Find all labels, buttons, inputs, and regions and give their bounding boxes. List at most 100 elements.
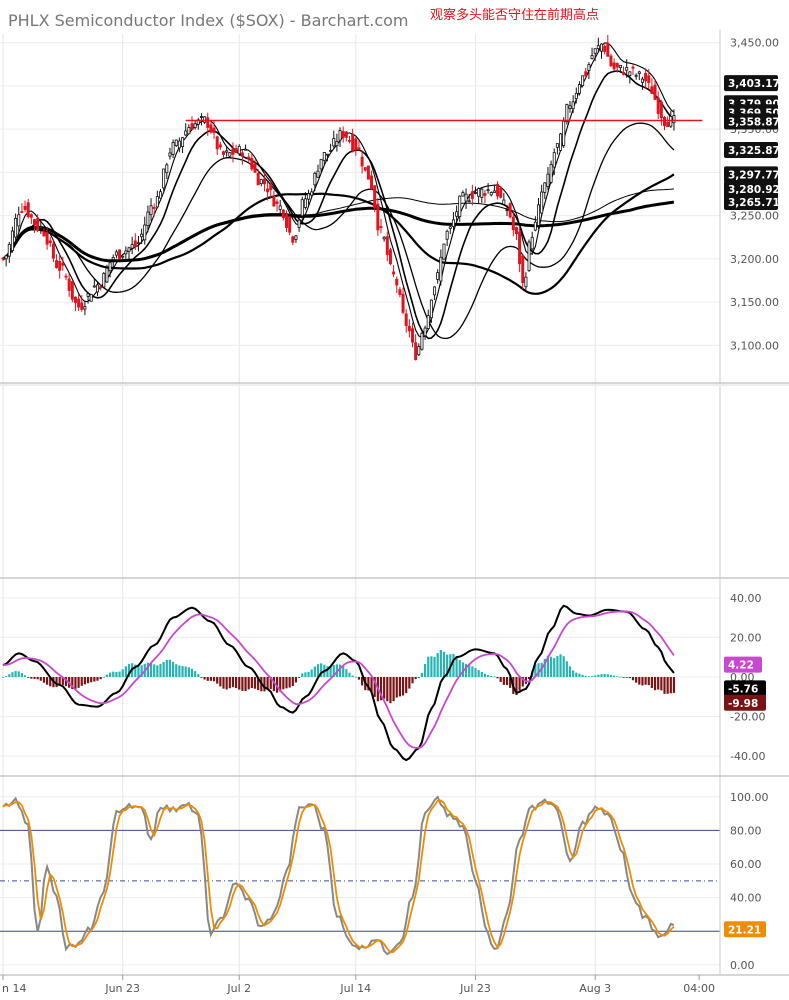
candle[interactable] [521,254,525,290]
candle[interactable] [256,169,260,186]
candle[interactable] [247,152,251,162]
candle[interactable] [370,170,374,190]
candle[interactable] [568,101,572,113]
candle[interactable] [118,249,122,260]
candle[interactable] [426,309,430,331]
candle[interactable] [171,139,175,159]
candle[interactable] [187,124,191,135]
candle[interactable] [489,191,493,197]
candle[interactable] [473,186,477,195]
candle[interactable] [600,43,604,59]
candle[interactable] [136,235,140,252]
candle[interactable] [392,265,396,278]
candle[interactable] [628,71,632,84]
candle[interactable] [105,264,109,283]
candle[interactable] [124,246,128,262]
candle[interactable] [511,210,515,237]
candle[interactable] [33,218,37,233]
candle[interactable] [294,235,298,243]
candle[interactable] [559,132,563,151]
candle[interactable] [366,165,370,180]
candle[interactable] [486,183,490,194]
candle[interactable] [634,73,638,80]
candle[interactable] [637,70,641,81]
candle[interactable] [281,209,285,221]
candle[interactable] [80,295,84,312]
candle[interactable] [303,192,307,210]
candle[interactable] [51,240,55,262]
candle[interactable] [7,241,11,263]
candle[interactable] [344,131,348,142]
candle[interactable] [606,34,610,57]
candle[interactable] [461,190,465,197]
candle[interactable] [288,215,292,236]
candle[interactable] [537,197,541,230]
candle[interactable] [524,272,528,290]
candle[interactable] [382,236,386,242]
candle[interactable] [666,116,670,128]
candle[interactable] [609,53,613,68]
candle[interactable] [341,126,345,143]
candle[interactable] [250,153,254,171]
candle[interactable] [190,116,194,130]
candle[interactable] [477,187,481,204]
candle[interactable] [39,220,43,234]
candle[interactable] [262,170,266,192]
candle[interactable] [332,130,336,148]
candle[interactable] [237,144,241,156]
candle[interactable] [492,185,496,194]
candle[interactable] [442,243,446,261]
candle[interactable] [376,197,380,236]
candle[interactable] [631,63,635,76]
candle[interactable] [55,254,59,269]
candle[interactable] [89,293,93,302]
candle[interactable] [209,122,213,134]
candle[interactable] [20,203,24,214]
candle[interactable] [555,143,559,155]
candle[interactable] [644,68,648,89]
price-panel[interactable]: 3,450.003,400.003,350.003,300.003,250.00… [0,34,780,361]
candle[interactable] [127,246,131,259]
candle[interactable] [514,226,518,241]
candle[interactable] [130,236,134,255]
candle[interactable] [310,188,314,198]
candle[interactable] [45,226,49,250]
candle[interactable] [543,182,547,200]
candle[interactable] [584,67,588,78]
candle[interactable] [259,178,263,187]
candle[interactable] [618,65,622,73]
candle[interactable] [300,196,304,223]
candle[interactable] [10,226,14,253]
candle[interactable] [659,99,663,126]
candle[interactable] [174,139,178,148]
candle[interactable] [650,78,654,94]
candle[interactable] [23,200,27,213]
candle[interactable] [29,213,33,224]
candle[interactable] [612,58,616,71]
candle[interactable] [162,168,166,192]
candle[interactable] [533,216,537,232]
candle[interactable] [228,151,232,158]
candle[interactable] [335,133,339,152]
candle[interactable] [4,255,8,267]
candle[interactable] [168,147,172,160]
candle[interactable] [404,309,408,333]
candle[interactable] [297,216,301,232]
candle[interactable] [499,186,503,199]
candle[interactable] [530,231,534,255]
candle[interactable] [244,144,248,151]
candle[interactable] [433,286,437,301]
candle[interactable] [508,202,512,219]
candle[interactable] [42,228,46,237]
candle[interactable] [615,62,619,73]
candle[interactable] [48,237,52,247]
candle[interactable] [354,136,358,156]
candle[interactable] [102,272,106,288]
candle[interactable] [158,189,162,199]
candle[interactable] [278,199,282,216]
candle[interactable] [58,254,62,279]
candle[interactable] [73,296,77,312]
candle[interactable] [496,181,500,200]
candle[interactable] [596,37,600,52]
